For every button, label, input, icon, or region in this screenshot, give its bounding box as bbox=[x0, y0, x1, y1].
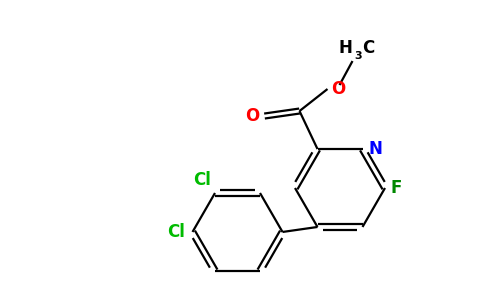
Text: Cl: Cl bbox=[193, 171, 211, 189]
Text: H: H bbox=[339, 39, 352, 57]
Text: O: O bbox=[332, 80, 346, 98]
Text: 3: 3 bbox=[354, 51, 362, 61]
Text: F: F bbox=[391, 179, 402, 197]
Text: O: O bbox=[245, 107, 259, 125]
Text: C: C bbox=[363, 39, 375, 57]
Text: N: N bbox=[368, 140, 382, 158]
Text: Cl: Cl bbox=[166, 223, 184, 241]
